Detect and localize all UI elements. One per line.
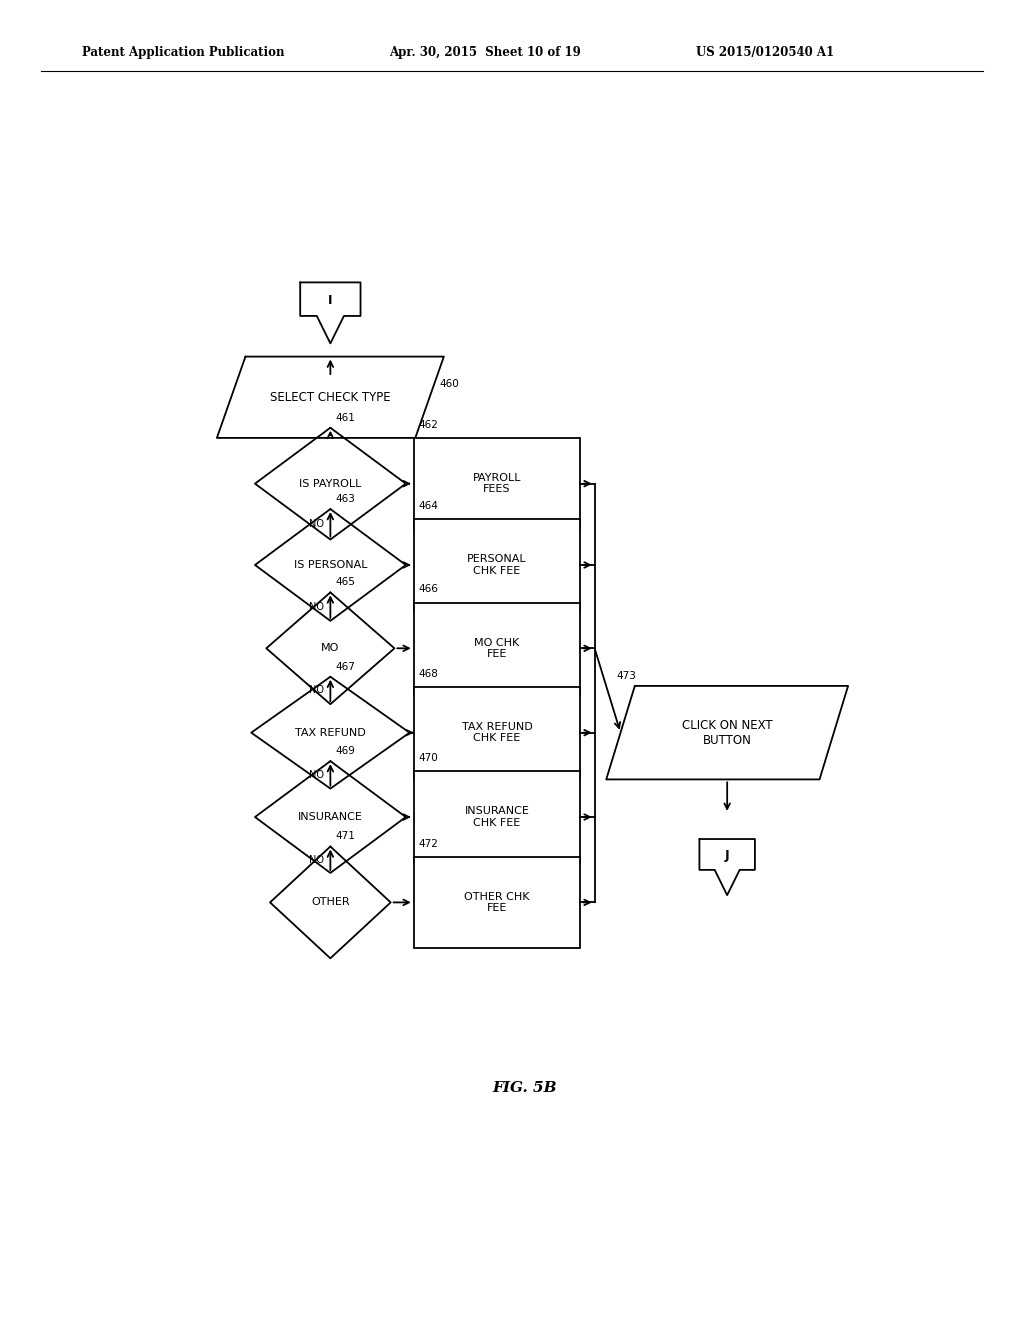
Bar [414,771,581,863]
Text: NO: NO [309,602,324,611]
Text: J: J [725,850,729,862]
Text: TAX REFUND: TAX REFUND [295,727,366,738]
Text: 460: 460 [439,379,459,389]
Text: FIG. 5B: FIG. 5B [493,1081,557,1096]
Text: 468: 468 [419,669,438,678]
Text: US 2015/0120540 A1: US 2015/0120540 A1 [696,46,835,59]
Text: 473: 473 [616,671,637,681]
Text: OTHER CHK
FEE: OTHER CHK FEE [464,891,529,913]
Text: TAX REFUND
CHK FEE: TAX REFUND CHK FEE [462,722,532,743]
Text: NO: NO [309,519,324,529]
Text: 466: 466 [419,585,438,594]
Text: Patent Application Publication: Patent Application Publication [82,46,285,59]
Text: NO: NO [309,770,324,780]
Polygon shape [300,282,360,343]
Text: 461: 461 [335,413,355,422]
Text: I: I [328,294,333,308]
Text: NO: NO [309,685,324,696]
Bar [414,438,581,529]
Text: 470: 470 [419,754,438,763]
Text: 472: 472 [419,838,438,849]
Text: IS PERSONAL: IS PERSONAL [294,560,368,570]
Polygon shape [699,840,755,895]
Text: 465: 465 [335,577,355,587]
Text: MO: MO [322,643,340,653]
Text: NO: NO [309,855,324,865]
Text: OTHER: OTHER [311,898,349,907]
Bar [414,519,581,611]
Text: 467: 467 [335,661,355,672]
Bar [414,602,581,694]
Text: CLICK ON NEXT
BUTTON: CLICK ON NEXT BUTTON [682,718,772,747]
Text: 462: 462 [419,420,438,430]
Text: Apr. 30, 2015  Sheet 10 of 19: Apr. 30, 2015 Sheet 10 of 19 [389,46,581,59]
Text: PAYROLL
FEES: PAYROLL FEES [473,473,521,495]
Bar [414,686,581,779]
Text: MO CHK
FEE: MO CHK FEE [474,638,519,659]
Text: 471: 471 [335,832,355,841]
Text: IS PAYROLL: IS PAYROLL [299,479,361,488]
Text: PERSONAL
CHK FEE: PERSONAL CHK FEE [467,554,526,576]
Text: 464: 464 [419,502,438,511]
Text: INSURANCE: INSURANCE [298,812,362,822]
Text: 463: 463 [335,494,355,504]
Bar [414,857,581,948]
Text: INSURANCE
CHK FEE: INSURANCE CHK FEE [465,807,529,828]
Text: 469: 469 [335,746,355,756]
Text: SELECT CHECK TYPE: SELECT CHECK TYPE [270,391,391,404]
